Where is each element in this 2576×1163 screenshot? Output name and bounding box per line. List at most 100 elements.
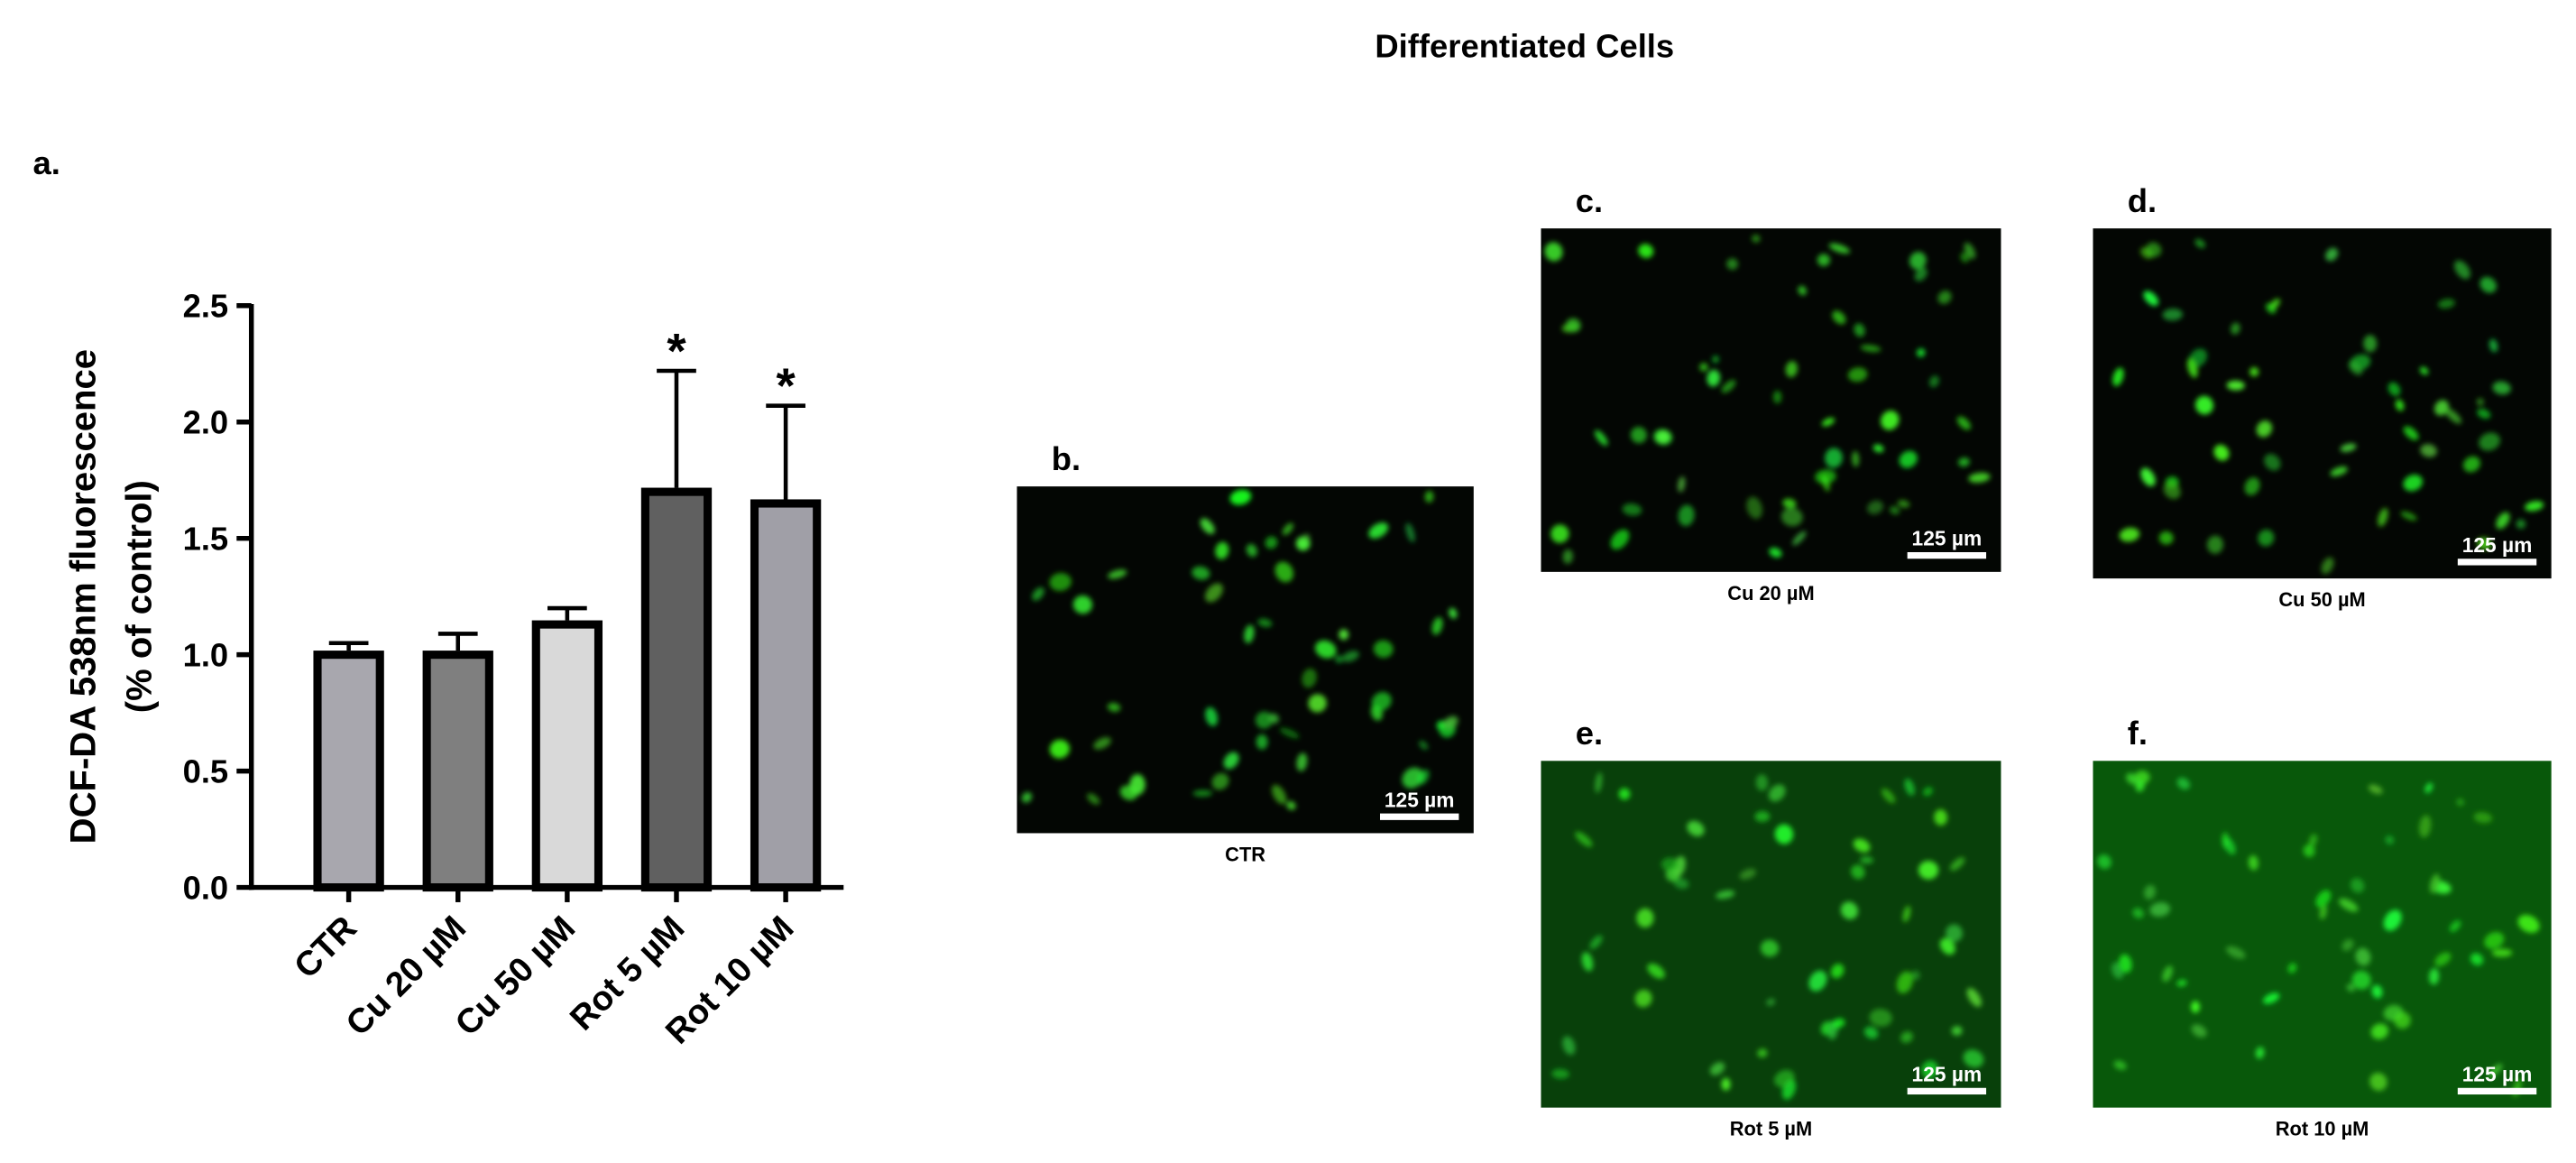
cell bbox=[1757, 1048, 1768, 1058]
cell bbox=[1562, 549, 1574, 564]
cell bbox=[2119, 954, 2132, 974]
cell bbox=[1785, 361, 1798, 378]
cell bbox=[1339, 629, 1349, 641]
error-bar bbox=[328, 641, 369, 651]
cell bbox=[1544, 242, 1563, 262]
cell bbox=[2400, 511, 2417, 521]
cell bbox=[2456, 798, 2464, 807]
cell bbox=[2341, 938, 2354, 951]
cell bbox=[2176, 777, 2190, 790]
scale-bar bbox=[1379, 813, 1459, 820]
cell bbox=[2338, 898, 2359, 912]
cell bbox=[1630, 427, 1647, 444]
cell bbox=[2496, 512, 2510, 530]
cell bbox=[2479, 432, 2500, 451]
panel-caption: CTR bbox=[1225, 843, 1265, 865]
cell bbox=[1129, 774, 1145, 796]
cell bbox=[1622, 503, 1642, 516]
cell bbox=[2491, 948, 2513, 957]
cell bbox=[1256, 734, 1268, 750]
panel-label: c. bbox=[1576, 182, 1603, 219]
cell bbox=[1754, 811, 1771, 822]
panel-caption: Rot 5 µM bbox=[1730, 1118, 1812, 1140]
cell bbox=[1709, 1062, 1725, 1075]
cell bbox=[2444, 408, 2462, 424]
cell bbox=[1840, 901, 1858, 919]
cell bbox=[2287, 963, 2297, 974]
bar bbox=[531, 620, 603, 892]
cell bbox=[1860, 345, 1881, 353]
significance-marker: * bbox=[667, 323, 686, 378]
y-tick-label: 2.5 bbox=[183, 288, 229, 325]
cell bbox=[2270, 298, 2280, 309]
cell bbox=[2146, 242, 2162, 257]
cell bbox=[1949, 857, 1965, 872]
cell bbox=[2470, 953, 2484, 965]
cell bbox=[2463, 456, 2480, 473]
cell bbox=[2424, 782, 2433, 794]
cell bbox=[2403, 426, 2419, 440]
cell bbox=[1274, 561, 1293, 583]
cell bbox=[1716, 890, 1735, 900]
cell bbox=[1282, 522, 1293, 536]
cell bbox=[2517, 914, 2540, 933]
cell bbox=[1551, 1068, 1569, 1079]
cell bbox=[1956, 416, 1971, 430]
cells bbox=[2112, 238, 2544, 575]
cell bbox=[1828, 243, 1851, 254]
cell bbox=[1963, 1049, 1984, 1068]
cell bbox=[1881, 411, 1900, 430]
cell bbox=[2476, 398, 2484, 406]
cell bbox=[1739, 868, 1756, 880]
cell bbox=[1229, 489, 1252, 505]
cell bbox=[2385, 835, 2395, 845]
cell bbox=[2489, 338, 2498, 353]
cell bbox=[1405, 522, 1415, 543]
micrograph bbox=[1541, 761, 2001, 1108]
panel-caption: Cu 50 µM bbox=[2278, 588, 2365, 611]
cell bbox=[2140, 467, 2156, 486]
cell bbox=[2249, 367, 2259, 377]
cell bbox=[1968, 472, 1991, 483]
cell bbox=[1268, 713, 1280, 724]
cell bbox=[2477, 537, 2492, 550]
cell bbox=[1581, 952, 1594, 972]
cell bbox=[1302, 668, 1317, 688]
cell bbox=[1562, 1036, 1576, 1056]
cell bbox=[1072, 595, 1093, 614]
cell bbox=[1939, 937, 1955, 955]
cell bbox=[1951, 1026, 1963, 1036]
cell bbox=[1922, 787, 1933, 797]
cell bbox=[2348, 361, 2363, 375]
cell bbox=[1808, 970, 1827, 992]
cell bbox=[1937, 291, 1952, 304]
cell bbox=[1342, 651, 1359, 662]
cell bbox=[1916, 348, 1926, 357]
cell bbox=[2195, 395, 2214, 415]
cell bbox=[2429, 968, 2440, 985]
cell bbox=[1647, 963, 1665, 979]
cell bbox=[1638, 244, 1654, 258]
cell bbox=[1296, 752, 1308, 771]
cell bbox=[1449, 607, 1458, 619]
panel-caption: Rot 10 µM bbox=[2276, 1118, 2369, 1140]
cell bbox=[2321, 557, 2334, 575]
cell bbox=[2097, 854, 2111, 870]
cell bbox=[1752, 235, 1761, 243]
scale-bar-label: 125 µm bbox=[2462, 533, 2533, 557]
cell bbox=[1049, 739, 1070, 759]
scale-bar-label: 125 µm bbox=[1912, 1062, 1983, 1085]
cell bbox=[2248, 854, 2259, 871]
cell bbox=[2419, 366, 2429, 375]
cell bbox=[1825, 448, 1843, 468]
cell bbox=[1595, 429, 1608, 447]
cell bbox=[1921, 1060, 1938, 1079]
cell bbox=[1634, 989, 1652, 1008]
cell bbox=[1687, 820, 1705, 836]
cells bbox=[1551, 772, 1984, 1100]
micrograph-background bbox=[1541, 228, 2001, 572]
cell bbox=[1192, 789, 1213, 797]
cell bbox=[2162, 965, 2173, 983]
cell bbox=[1774, 824, 1794, 845]
